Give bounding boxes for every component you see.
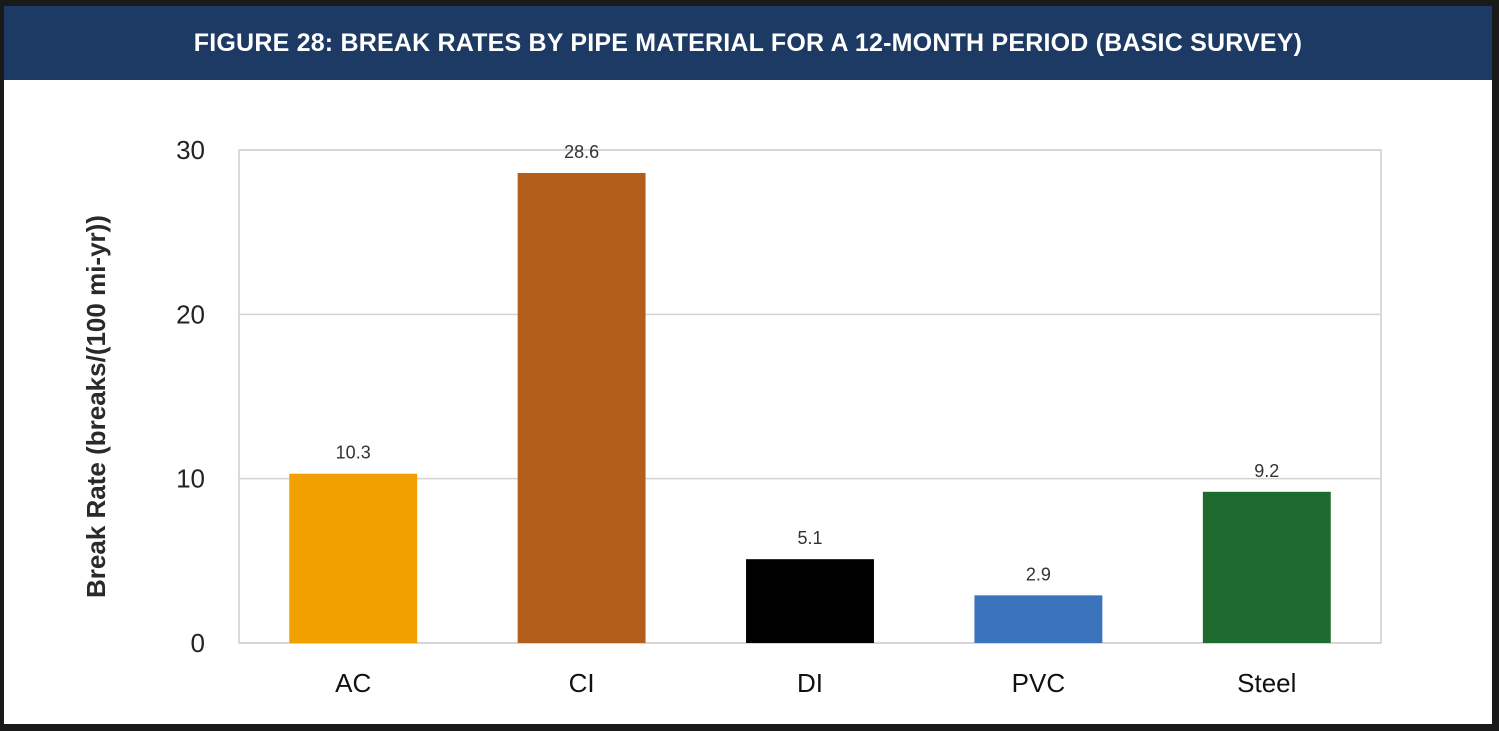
x-category-label: PVC bbox=[1012, 668, 1065, 698]
bar-chart: 0 10 20 30 AC CI DI PVC Steel 10.3 28.6 5.1 2.9 9.2… bbox=[81, 135, 1382, 698]
y-axis-ticks: 0 10 20 30 bbox=[176, 135, 205, 658]
y-tick-label: 10 bbox=[176, 464, 205, 494]
figure-title: FIGURE 28: BREAK RATES BY PIPE MATERIAL … bbox=[193, 28, 1303, 57]
data-label-ci: 28.6 bbox=[564, 142, 599, 162]
x-category-label: CI bbox=[569, 668, 595, 698]
bar-di bbox=[746, 559, 874, 643]
y-tick-label: 0 bbox=[191, 628, 205, 658]
figure-title-bar: FIGURE 28: BREAK RATES BY PIPE MATERIAL … bbox=[4, 6, 1492, 80]
data-label-ac: 10.3 bbox=[336, 443, 371, 463]
x-axis-categories: AC CI DI PVC Steel bbox=[335, 668, 1296, 698]
figure-frame: FIGURE 28: BREAK RATES BY PIPE MATERIAL … bbox=[4, 6, 1492, 724]
data-labels: 10.3 28.6 5.1 2.9 9.2 bbox=[336, 142, 1280, 584]
y-axis-title: Break Rate (breaks/(100 mi-yr)) bbox=[81, 215, 111, 598]
x-category-label: Steel bbox=[1237, 668, 1296, 698]
bar-pvc bbox=[974, 595, 1103, 643]
bar-ac bbox=[289, 473, 418, 643]
bar-ci bbox=[517, 173, 646, 644]
data-label-di: 5.1 bbox=[797, 528, 822, 548]
bars bbox=[289, 173, 1331, 644]
x-category-label: AC bbox=[335, 668, 371, 698]
y-tick-label: 20 bbox=[176, 299, 205, 329]
y-tick-label: 30 bbox=[176, 135, 205, 165]
data-label-pvc: 2.9 bbox=[1026, 564, 1051, 584]
data-label-steel: 9.2 bbox=[1254, 461, 1279, 481]
bar-steel bbox=[1202, 491, 1331, 643]
x-category-label: DI bbox=[797, 668, 823, 698]
